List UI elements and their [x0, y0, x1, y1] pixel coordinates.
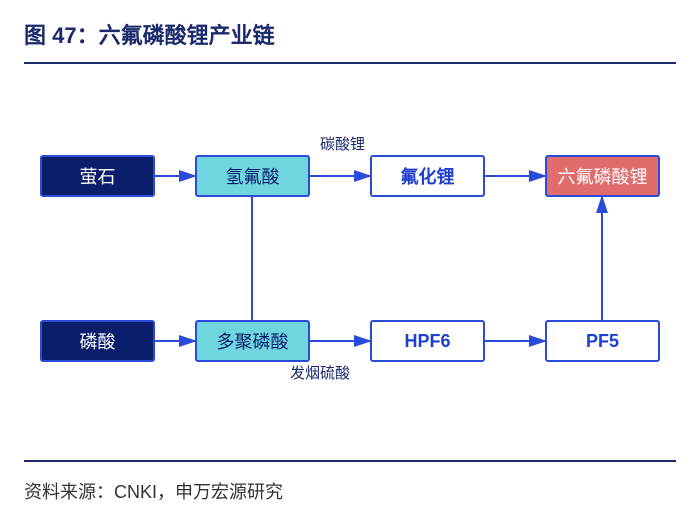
flow-arrows [0, 0, 700, 530]
node-polyp: 多聚磷酸 [195, 320, 310, 362]
figure-header: 图 47：六氟磷酸锂产业链 [0, 0, 700, 58]
title-underline [24, 62, 676, 64]
node-lipf6: 六氟磷酸锂 [545, 155, 660, 197]
node-hf: 氢氟酸 [195, 155, 310, 197]
node-h3po4: 磷酸 [40, 320, 155, 362]
node-lif: 氟化锂 [370, 155, 485, 197]
edge-label-1: 发烟硫酸 [290, 362, 350, 383]
edge-label-0: 碳酸锂 [320, 133, 365, 154]
figure-title: 图 47：六氟磷酸锂产业链 [24, 18, 676, 50]
source-text: 资料来源：CNKI，申万宏源研究 [24, 478, 283, 504]
node-pf5: PF5 [545, 320, 660, 362]
node-fluorite: 萤石 [40, 155, 155, 197]
footer-rule [24, 460, 676, 462]
node-hpf6: HPF6 [370, 320, 485, 362]
